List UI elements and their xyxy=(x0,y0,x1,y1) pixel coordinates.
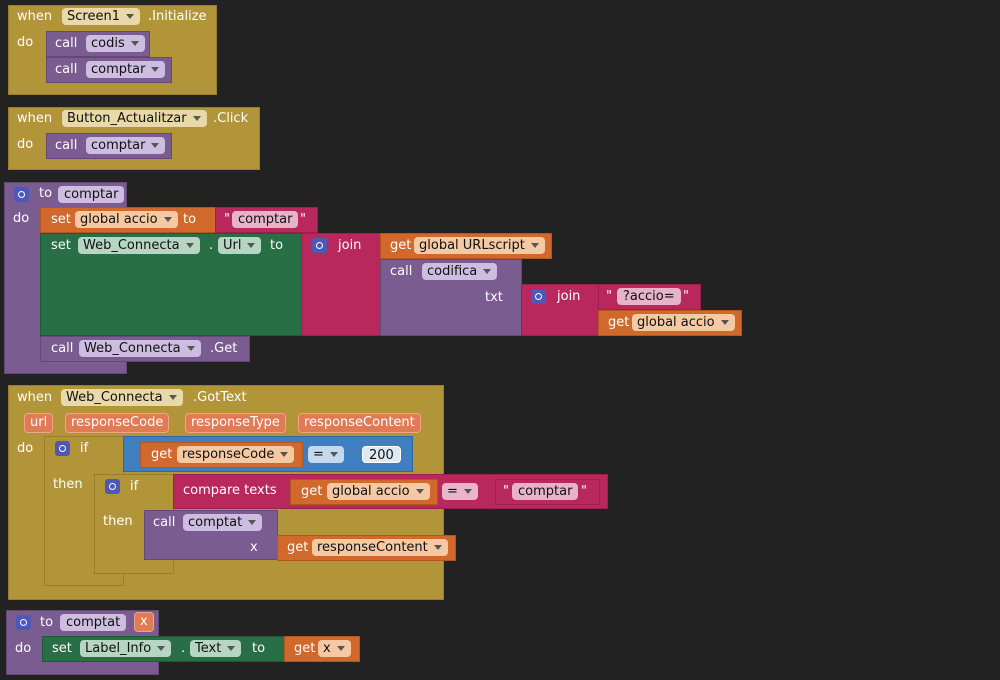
mutator-gear-icon[interactable] xyxy=(105,479,120,494)
variable-dropdown-responsecontent[interactable]: responseContent xyxy=(312,539,448,556)
event-label-gottext: .GotText xyxy=(193,390,247,405)
to-label: to xyxy=(39,186,53,201)
operator-dropdown-equals[interactable]: = xyxy=(308,446,344,463)
to-label: to xyxy=(252,641,266,656)
if-label: if xyxy=(130,479,139,494)
call-label: call xyxy=(55,62,78,77)
quote-close: " xyxy=(683,289,689,304)
call-label: call xyxy=(390,264,413,279)
method-label-get: .Get xyxy=(210,341,238,356)
join-label: join xyxy=(338,238,362,253)
quote-open: " xyxy=(503,484,509,499)
component-dropdown-web-connecta[interactable]: Web_Connecta xyxy=(61,389,183,406)
variable-dropdown-x[interactable]: x xyxy=(318,640,351,657)
set-label: set xyxy=(51,238,71,253)
when-label: when xyxy=(17,9,53,24)
variable-dropdown-urlscript[interactable]: global URLscript xyxy=(414,237,545,254)
variable-dropdown-global-accio[interactable]: global accio xyxy=(327,483,430,500)
operator-dropdown-equals[interactable]: = xyxy=(442,483,478,500)
param-label-x: x xyxy=(250,540,258,555)
get-label: get xyxy=(287,540,309,555)
procedure-param-x[interactable]: x xyxy=(134,612,154,632)
procedure-name-field[interactable]: comptar xyxy=(58,186,125,203)
call-label: call xyxy=(55,36,78,51)
component-dropdown-label-info[interactable]: Label_Info xyxy=(80,640,172,657)
get-label: get xyxy=(301,484,323,499)
component-dropdown-web-connecta[interactable]: Web_Connecta xyxy=(78,237,200,254)
quote-open: " xyxy=(606,289,612,304)
to-label: to xyxy=(183,212,197,227)
to-label: to xyxy=(40,615,54,630)
do-label: do xyxy=(17,35,34,50)
event-label-initialize: .Initialize xyxy=(148,9,207,24)
join-label: join xyxy=(557,289,581,304)
property-dropdown-url[interactable]: Url xyxy=(218,237,262,254)
do-label: do xyxy=(17,441,34,456)
compare-texts-label: compare texts xyxy=(183,483,277,498)
param-label-txt: txt xyxy=(485,290,503,305)
then-label: then xyxy=(53,477,83,492)
get-label: get xyxy=(294,641,316,656)
get-label: get xyxy=(151,447,173,462)
do-label: do xyxy=(13,211,30,226)
variable-dropdown-global-accio[interactable]: global accio xyxy=(75,211,178,228)
then-label: then xyxy=(103,514,133,529)
mutator-gear-icon[interactable] xyxy=(55,441,70,456)
mutator-gear-icon[interactable] xyxy=(312,238,327,253)
do-label: do xyxy=(17,137,34,152)
set-label: set xyxy=(52,641,72,656)
event-param-responsetype[interactable]: responseType xyxy=(185,413,286,433)
procedure-dropdown-codifica[interactable]: codifica xyxy=(422,263,498,280)
call-label: call xyxy=(55,138,78,153)
property-dropdown-text[interactable]: Text xyxy=(190,640,242,657)
dot-label: . xyxy=(181,641,186,656)
component-dropdown-button[interactable]: Button_Actualitzar xyxy=(62,110,207,127)
procedure-name-field[interactable]: comptat xyxy=(60,614,127,631)
event-param-url[interactable]: url xyxy=(24,413,54,433)
get-label: get xyxy=(608,315,630,330)
procedure-dropdown-comptar[interactable]: comptar xyxy=(86,137,166,154)
call-label: call xyxy=(153,515,176,530)
quote-close: " xyxy=(300,212,306,227)
event-label-click: .Click xyxy=(213,111,249,126)
to-label: to xyxy=(270,238,284,253)
text-field-comptar[interactable]: comptar xyxy=(232,211,299,228)
procedure-dropdown-comptar[interactable]: comptar xyxy=(86,61,166,78)
event-param-responsecontent[interactable]: responseContent xyxy=(298,413,421,433)
if-label: if xyxy=(80,441,89,456)
call-label: call xyxy=(51,341,74,356)
variable-dropdown-responsecode[interactable]: responseCode xyxy=(177,446,295,463)
procedure-dropdown-codis[interactable]: codis xyxy=(86,35,145,52)
get-label: get xyxy=(390,238,412,253)
quote-close: " xyxy=(581,484,587,499)
mutator-gear-icon[interactable] xyxy=(531,289,546,304)
variable-dropdown-global-accio[interactable]: global accio xyxy=(632,314,735,331)
procedure-dropdown-comptat[interactable]: comptat xyxy=(183,514,263,531)
component-dropdown-web-connecta[interactable]: Web_Connecta xyxy=(79,340,201,357)
do-label: do xyxy=(15,641,32,656)
mutator-gear-icon[interactable] xyxy=(16,615,31,630)
quote-open: " xyxy=(224,212,230,227)
component-dropdown-screen1[interactable]: Screen1 xyxy=(62,8,140,25)
when-label: when xyxy=(17,390,53,405)
set-label: set xyxy=(51,212,71,227)
event-param-responsecode[interactable]: responseCode xyxy=(65,413,170,433)
mutator-gear-icon[interactable] xyxy=(14,187,29,202)
number-field-200[interactable]: 200 xyxy=(362,446,401,463)
dot-label: . xyxy=(209,238,214,253)
text-field-accio[interactable]: ?accio= xyxy=(617,288,681,305)
when-label: when xyxy=(17,111,53,126)
text-field-comptar[interactable]: comptar xyxy=(512,483,579,500)
